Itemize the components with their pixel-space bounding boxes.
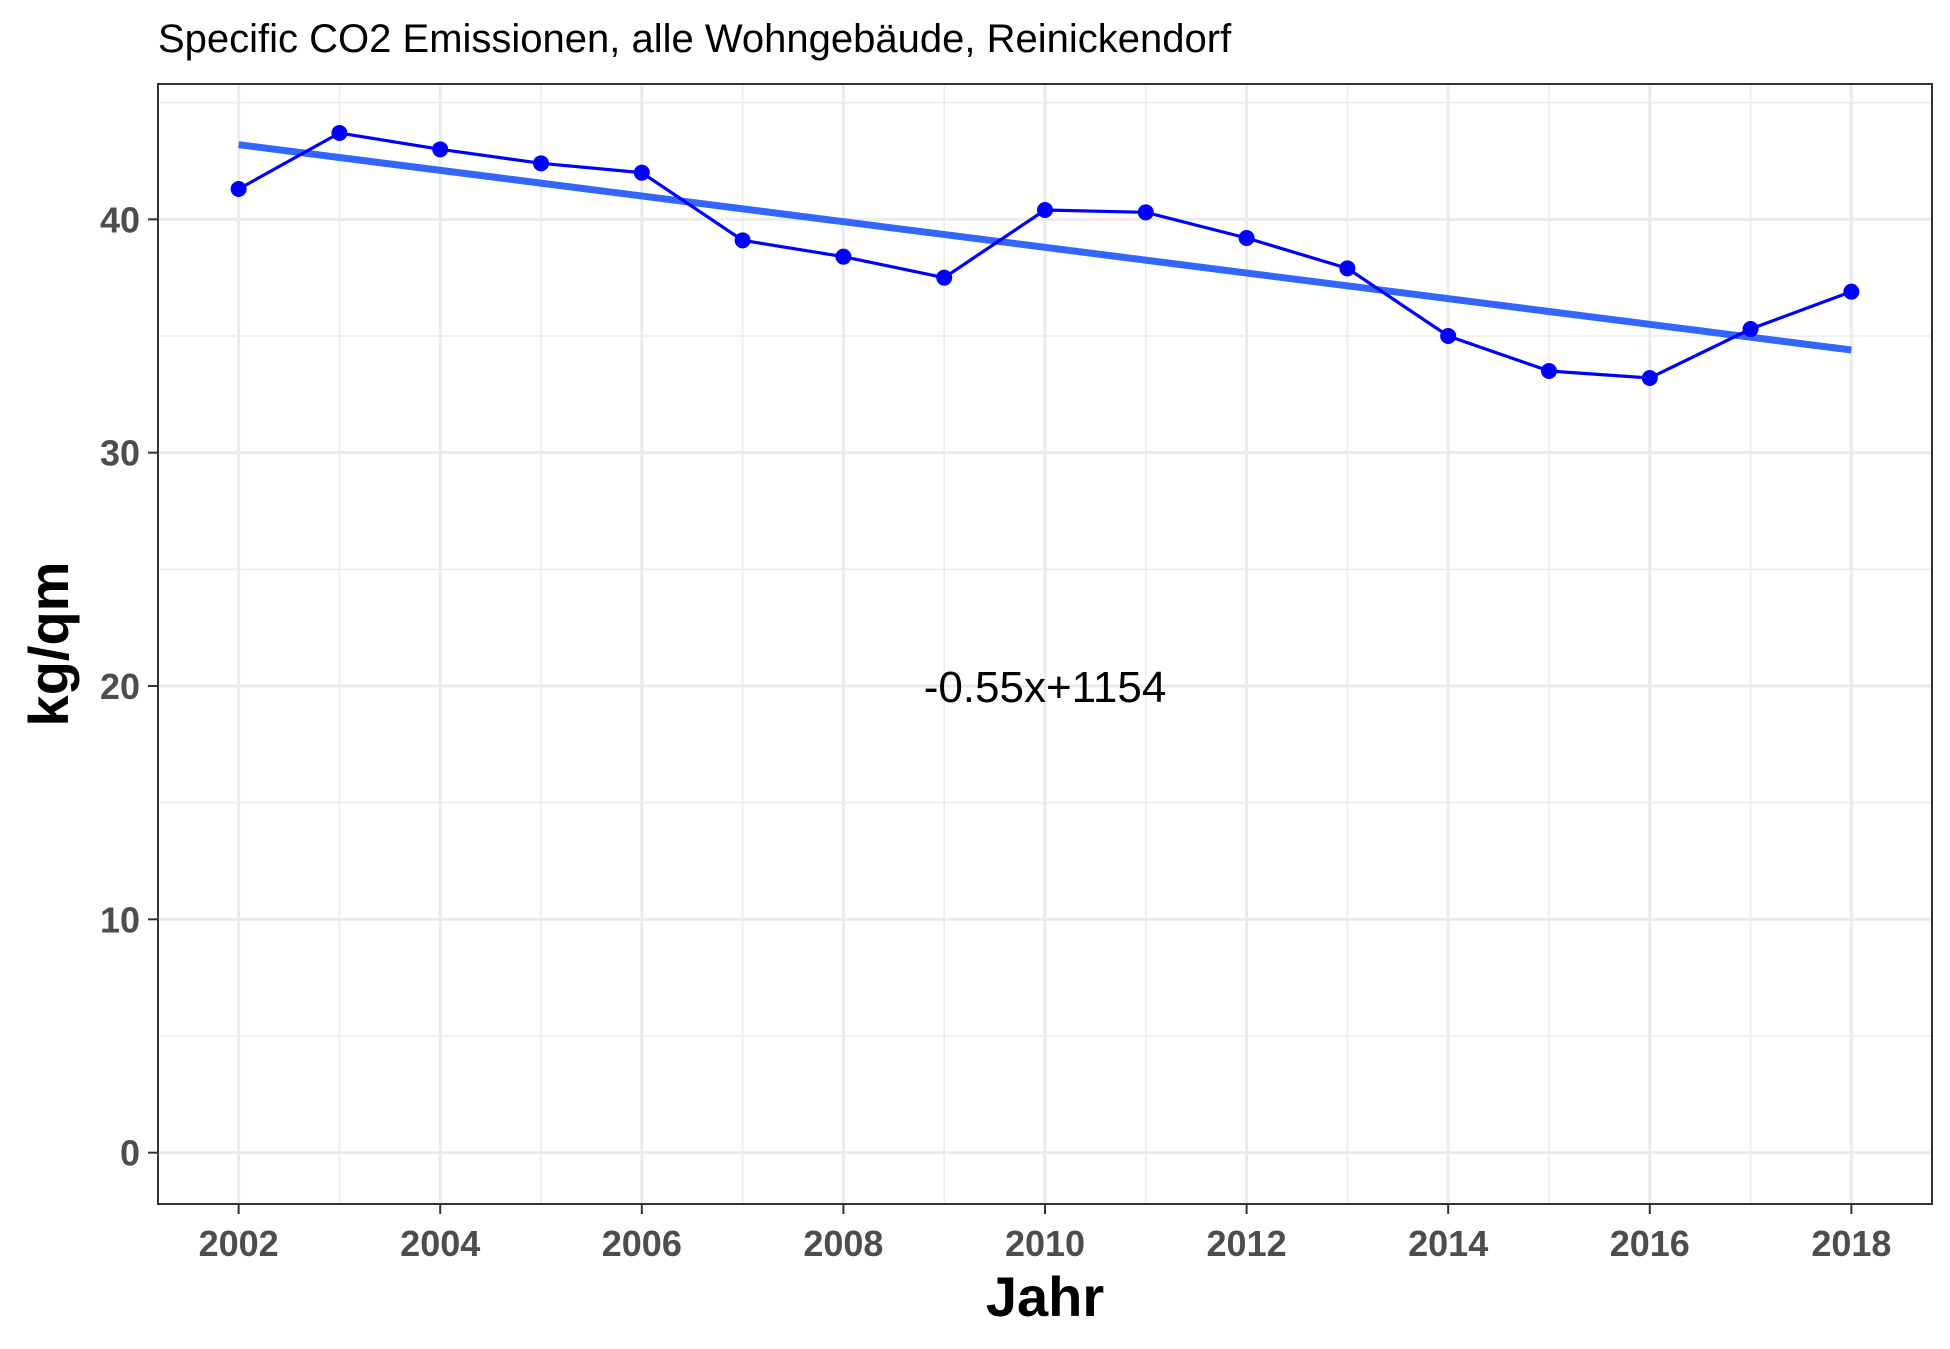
axes: 2002 2004 2006 2008 2010 2012 2014 2016 2018 0 10 2… xyxy=(100,199,1891,1264)
x-tick-label: 2004 xyxy=(400,1223,480,1264)
chart-title: Specific CO2 Emissionen, alle Wohngebäud… xyxy=(158,17,1232,61)
data-point xyxy=(1037,202,1053,218)
y-axis-title: kg/qm xyxy=(17,562,80,727)
y-tick-label: 40 xyxy=(100,199,140,240)
x-tick-label: 2006 xyxy=(602,1223,682,1264)
x-axis-title: Jahr xyxy=(986,1265,1104,1328)
data-point xyxy=(633,164,650,181)
data-point xyxy=(432,141,449,158)
x-tick-label: 2008 xyxy=(803,1223,883,1264)
data-point xyxy=(1137,204,1154,221)
data-point xyxy=(835,248,852,265)
grid xyxy=(158,84,1932,1204)
data-point xyxy=(1440,328,1457,344)
data-point xyxy=(1742,321,1759,337)
data-point xyxy=(1339,260,1356,277)
x-tick-label: 2012 xyxy=(1207,1223,1287,1264)
trend-line xyxy=(238,141,1852,354)
x-tick-label: 2014 xyxy=(1408,1223,1488,1264)
data-point xyxy=(230,181,247,197)
regression-equation: -0.55x+1154 xyxy=(924,663,1167,712)
data-point xyxy=(936,269,953,286)
trend-layer xyxy=(238,141,1852,354)
data-point xyxy=(734,232,751,249)
y-tick-label: 10 xyxy=(100,899,140,940)
y-tick-label: 0 xyxy=(120,1133,140,1174)
data-point xyxy=(1238,230,1255,246)
x-tick-label: 2018 xyxy=(1811,1223,1891,1264)
data-point xyxy=(1843,283,1860,300)
x-tick-label: 2010 xyxy=(1005,1223,1085,1264)
data-point xyxy=(1641,370,1658,386)
data-point xyxy=(1540,363,1557,379)
x-tick-label: 2002 xyxy=(199,1223,279,1264)
data-point xyxy=(331,125,348,141)
series-layer xyxy=(230,125,1860,386)
x-tick-label: 2016 xyxy=(1610,1223,1690,1264)
y-tick-label: 30 xyxy=(100,433,140,474)
data-point xyxy=(533,155,550,172)
y-tick-label: 20 xyxy=(100,666,140,707)
